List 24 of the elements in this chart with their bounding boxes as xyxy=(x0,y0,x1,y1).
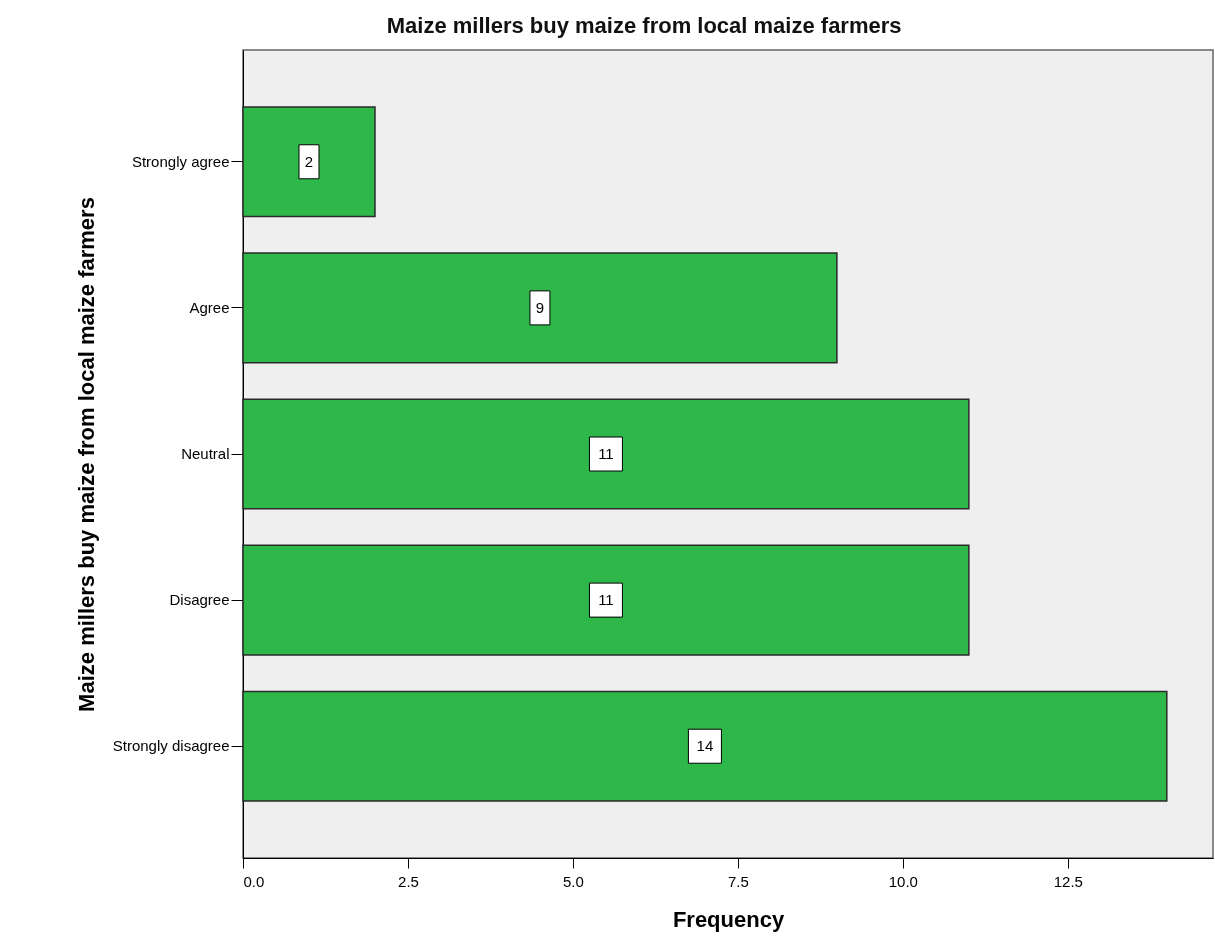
chart-title: Maize millers buy maize from local maize farmers xyxy=(386,13,902,38)
data-label: 11 xyxy=(598,445,614,462)
x-tick-label: 12.5 xyxy=(1053,872,1083,890)
data-label: 9 xyxy=(535,298,545,316)
x-tick-label: 5.0 xyxy=(563,872,584,890)
bar xyxy=(242,690,1168,802)
x-axis-title: Frequency xyxy=(672,906,785,932)
y-tick-label: Agree xyxy=(189,298,230,316)
bar xyxy=(242,398,970,510)
y-tick-label: Disagree xyxy=(169,591,230,609)
data-label: 11 xyxy=(598,591,614,609)
bar xyxy=(242,106,376,218)
x-tick-label: 10.0 xyxy=(888,872,918,890)
x-tick-label: 2.5 xyxy=(398,872,419,890)
x-tick-label: 7.5 xyxy=(727,872,749,890)
y-tick-label: Neutral xyxy=(181,445,230,462)
data-label: 2 xyxy=(304,152,314,170)
bar xyxy=(242,544,970,656)
y-tick-label: Strongly agree xyxy=(131,152,230,170)
bar xyxy=(242,252,838,364)
y-axis-title: Maize millers buy maize from local maize farmers xyxy=(73,197,99,712)
y-tick-label: Strongly disagree xyxy=(112,737,230,755)
data-label: 14 xyxy=(696,737,714,755)
x-tick-label: 0.0 xyxy=(243,872,265,890)
